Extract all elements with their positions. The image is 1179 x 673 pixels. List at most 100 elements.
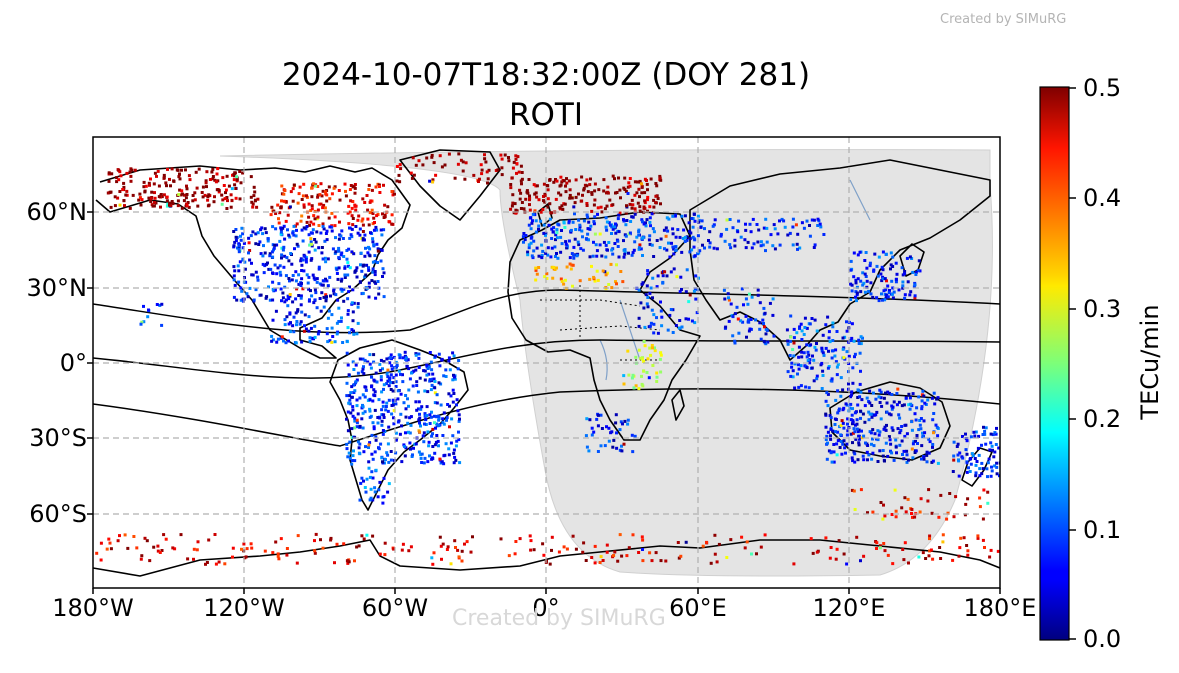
roti-point bbox=[269, 267, 273, 271]
roti-point bbox=[975, 460, 979, 463]
roti-point bbox=[555, 231, 559, 235]
roti-point bbox=[335, 542, 339, 546]
roti-point bbox=[989, 441, 993, 445]
roti-point bbox=[115, 176, 119, 180]
roti-point bbox=[344, 189, 347, 193]
roti-point bbox=[585, 178, 589, 182]
roti-point bbox=[310, 244, 314, 248]
roti-point bbox=[808, 224, 811, 227]
roti-point bbox=[152, 182, 156, 186]
roti-point bbox=[561, 207, 565, 211]
roti-point bbox=[322, 295, 326, 299]
roti-point bbox=[309, 237, 313, 241]
roti-point bbox=[361, 393, 365, 397]
roti-point bbox=[751, 217, 755, 221]
roti-point bbox=[417, 400, 421, 404]
roti-point bbox=[872, 269, 876, 273]
roti-point bbox=[820, 346, 824, 350]
roti-point bbox=[405, 365, 409, 368]
roti-point bbox=[852, 275, 856, 279]
roti-point bbox=[723, 239, 727, 243]
roti-point bbox=[355, 398, 359, 402]
roti-point bbox=[762, 306, 766, 310]
roti-point bbox=[900, 425, 904, 428]
roti-point bbox=[688, 237, 692, 241]
roti-point bbox=[965, 470, 969, 474]
roti-point bbox=[381, 432, 385, 436]
roti-point bbox=[740, 535, 744, 539]
roti-point bbox=[970, 452, 974, 456]
roti-point bbox=[195, 548, 199, 552]
roti-point bbox=[648, 242, 652, 246]
roti-point bbox=[885, 279, 888, 283]
roti-point bbox=[680, 250, 684, 254]
watermark-top: Created by SIMuRG bbox=[940, 12, 1067, 27]
roti-point bbox=[555, 228, 559, 232]
roti-point bbox=[453, 455, 457, 459]
roti-point bbox=[280, 199, 283, 203]
roti-point bbox=[849, 402, 853, 406]
roti-point bbox=[884, 441, 888, 445]
roti-point bbox=[883, 298, 887, 302]
roti-point bbox=[249, 234, 253, 238]
roti-point bbox=[849, 432, 853, 436]
roti-point bbox=[678, 290, 682, 294]
roti-point bbox=[347, 222, 351, 226]
roti-point bbox=[607, 241, 611, 244]
roti-point bbox=[585, 184, 589, 188]
roti-point bbox=[652, 255, 656, 258]
roti-point bbox=[366, 217, 370, 221]
roti-point bbox=[746, 302, 750, 306]
roti-point bbox=[417, 365, 421, 369]
roti-point bbox=[535, 184, 539, 188]
roti-point bbox=[901, 548, 905, 551]
roti-point bbox=[927, 451, 931, 455]
roti-point bbox=[302, 226, 306, 230]
roti-point bbox=[661, 281, 665, 285]
roti-point bbox=[519, 207, 523, 210]
roti-point bbox=[345, 447, 349, 451]
roti-point bbox=[815, 329, 819, 333]
roti-point bbox=[958, 451, 962, 455]
roti-point bbox=[866, 444, 870, 447]
roti-point bbox=[662, 228, 666, 232]
roti-point bbox=[330, 211, 334, 215]
roti-point bbox=[810, 317, 814, 320]
roti-point bbox=[954, 495, 958, 499]
roti-point bbox=[863, 404, 867, 408]
roti-point bbox=[432, 161, 436, 165]
roti-point bbox=[389, 356, 393, 360]
roti-point bbox=[918, 510, 922, 514]
roti-point bbox=[345, 249, 349, 252]
roti-point bbox=[330, 229, 334, 233]
roti-point bbox=[859, 342, 863, 346]
roti-point bbox=[952, 458, 956, 462]
roti-point bbox=[746, 240, 750, 244]
roti-point bbox=[363, 254, 367, 258]
roti-point bbox=[632, 386, 636, 390]
roti-point bbox=[729, 246, 733, 250]
roti-point bbox=[367, 295, 371, 299]
roti-point bbox=[335, 321, 339, 325]
roti-point bbox=[871, 413, 875, 417]
roti-point bbox=[842, 406, 846, 410]
roti-point bbox=[313, 278, 317, 282]
roti-point bbox=[659, 300, 662, 304]
roti-point bbox=[309, 240, 313, 244]
roti-point bbox=[931, 445, 934, 449]
roti-point bbox=[265, 295, 269, 299]
roti-point bbox=[305, 220, 309, 224]
roti-point bbox=[361, 426, 365, 430]
roti-point bbox=[361, 405, 365, 409]
roti-point bbox=[675, 275, 679, 279]
roti-point bbox=[614, 421, 618, 425]
roti-point bbox=[799, 322, 803, 326]
roti-point bbox=[455, 398, 459, 402]
roti-point bbox=[872, 413, 876, 417]
roti-point bbox=[510, 204, 514, 208]
roti-point bbox=[312, 182, 316, 186]
roti-point bbox=[381, 267, 385, 271]
roti-point bbox=[980, 461, 984, 465]
roti-point bbox=[727, 298, 731, 302]
roti-point bbox=[310, 186, 314, 190]
